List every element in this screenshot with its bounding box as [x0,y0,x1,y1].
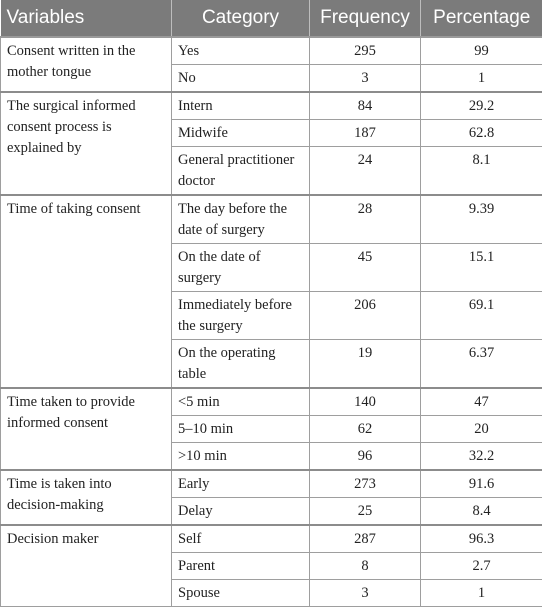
percentage-cell: 1 [421,580,542,607]
percentage-cell: 20 [421,416,542,443]
table-header: Variables Category Frequency Percentage [1,0,542,37]
header-frequency: Frequency [310,0,421,37]
variable-cell: Consent written in the mother tongue [1,37,172,92]
frequency-cell: 62 [310,416,421,443]
frequency-cell: 45 [310,244,421,292]
percentage-cell: 8.4 [421,498,542,526]
variable-cell: Time is taken into decision-making [1,470,172,525]
category-cell: Parent [172,553,310,580]
category-cell: Early [172,470,310,498]
category-cell: On the date of surgery [172,244,310,292]
category-cell: >10 min [172,443,310,471]
percentage-cell: 2.7 [421,553,542,580]
variable-cell: Time taken to provide informed consent [1,388,172,470]
percentage-cell: 29.2 [421,92,542,120]
frequency-cell: 28 [310,195,421,244]
category-cell: Delay [172,498,310,526]
category-cell: Immediately before the surgery [172,292,310,340]
frequency-cell: 19 [310,340,421,389]
category-cell: Self [172,525,310,553]
variable-cell: The surgical informed consent process is… [1,92,172,195]
frequency-cell: 187 [310,120,421,147]
table-row: The surgical informed consent process is… [1,92,542,120]
header-category: Category [172,0,310,37]
frequency-cell: 84 [310,92,421,120]
frequency-cell: 295 [310,37,421,65]
header-variables: Variables [1,0,172,37]
percentage-cell: 96.3 [421,525,542,553]
frequency-cell: 8 [310,553,421,580]
percentage-cell: 47 [421,388,542,416]
category-cell: Spouse [172,580,310,607]
header-percentage: Percentage [421,0,542,37]
frequency-cell: 25 [310,498,421,526]
frequency-cell: 206 [310,292,421,340]
category-cell: No [172,65,310,93]
percentage-cell: 62.8 [421,120,542,147]
percentage-cell: 6.37 [421,340,542,389]
frequency-cell: 3 [310,65,421,93]
frequency-cell: 96 [310,443,421,471]
table-row: Time taken to provide informed consent<5… [1,388,542,416]
category-cell: The day before the date of surgery [172,195,310,244]
frequency-cell: 24 [310,147,421,196]
percentage-cell: 91.6 [421,470,542,498]
percentage-cell: 15.1 [421,244,542,292]
variable-cell: Decision maker [1,525,172,607]
category-cell: On the operating table [172,340,310,389]
percentage-cell: 1 [421,65,542,93]
percentage-cell: 69.1 [421,292,542,340]
percentage-cell: 32.2 [421,443,542,471]
category-cell: Yes [172,37,310,65]
header-row: Variables Category Frequency Percentage [1,0,542,37]
category-cell: 5–10 min [172,416,310,443]
variable-cell: Time of taking consent [1,195,172,388]
category-cell: General practitioner doctor [172,147,310,196]
frequency-cell: 273 [310,470,421,498]
percentage-cell: 99 [421,37,542,65]
percentage-cell: 9.39 [421,195,542,244]
frequency-cell: 287 [310,525,421,553]
category-cell: <5 min [172,388,310,416]
frequency-cell: 3 [310,580,421,607]
frequency-cell: 140 [310,388,421,416]
category-cell: Intern [172,92,310,120]
percentage-cell: 8.1 [421,147,542,196]
category-cell: Midwife [172,120,310,147]
